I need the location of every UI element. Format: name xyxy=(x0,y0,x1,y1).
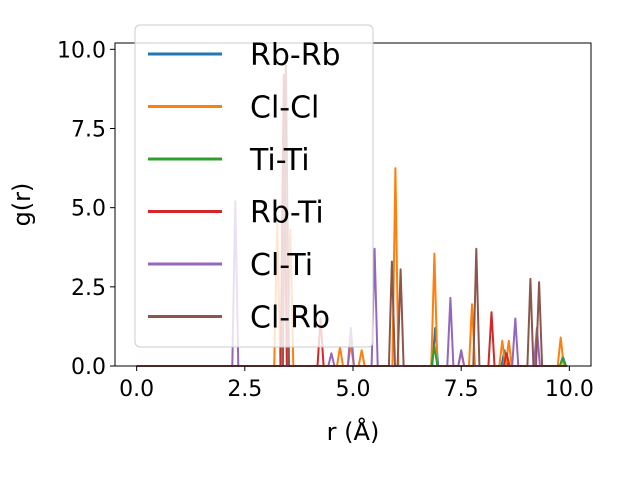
x-tick-label-1: 2.5 xyxy=(227,377,262,402)
legend-label-3: Rb-Ti xyxy=(250,196,324,231)
legend-label-5: Cl-Rb xyxy=(250,301,330,336)
x-axis-label: r (Å) xyxy=(327,417,380,446)
y-tick-label-1: 2.5 xyxy=(71,276,106,301)
legend-label-4: Cl-Ti xyxy=(250,248,313,283)
legend: Rb-Rb Cl-Cl Ti-Ti Rb-Ti Cl-Ti Cl-Rb xyxy=(134,24,374,348)
y-axis: 0.0 2.5 5.0 7.5 10.0 xyxy=(57,38,115,380)
x-tick-label-0: 0.0 xyxy=(119,377,154,402)
y-tick-label-0: 0.0 xyxy=(71,355,106,380)
y-tick-label-2: 5.0 xyxy=(71,197,106,222)
y-tick-label-3: 7.5 xyxy=(71,118,106,143)
x-axis: 0.0 2.5 5.0 7.5 10.0 xyxy=(119,366,594,402)
legend-label-0: Rb-Rb xyxy=(250,38,341,73)
legend-label-1: Cl-Cl xyxy=(250,91,319,126)
y-axis-label: g(r) xyxy=(8,183,36,227)
legend-box xyxy=(134,24,374,348)
x-tick-label-3: 7.5 xyxy=(444,377,479,402)
x-tick-label-2: 5.0 xyxy=(336,377,371,402)
x-tick-label-4: 10.0 xyxy=(545,377,594,402)
y-tick-label-4: 10.0 xyxy=(57,38,106,63)
legend-label-2: Ti-Ti xyxy=(249,143,310,178)
